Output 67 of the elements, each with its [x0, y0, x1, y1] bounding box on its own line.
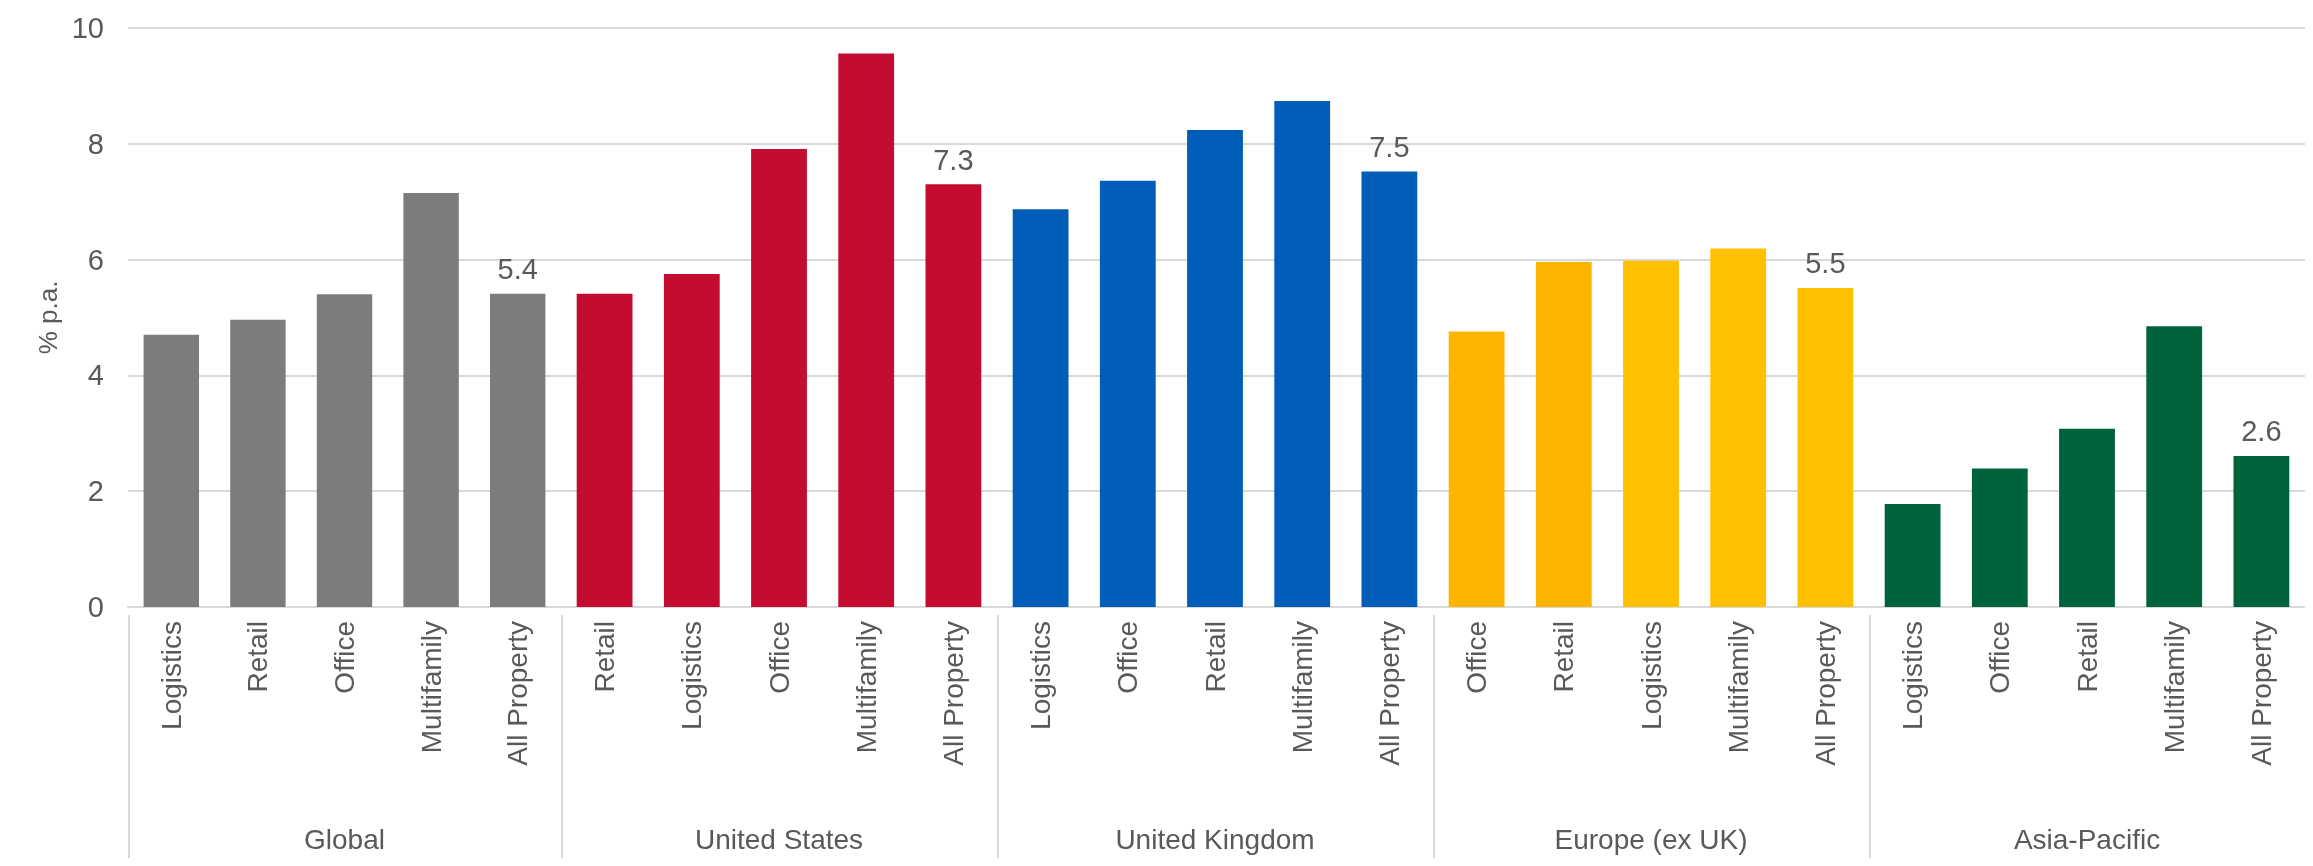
x-axis-title: United States: [694, 823, 864, 855]
y-axis-title: % p.a.: [32, 280, 63, 355]
y-tick-label: 10: [71, 12, 104, 44]
x-tick-label: Retail: [1548, 621, 1580, 693]
bar: [2146, 326, 2203, 607]
x-tick-label: Logistics: [676, 621, 708, 730]
x-tick-label: Office: [1461, 621, 1493, 694]
x-tick-label: Multifamily: [1722, 621, 1754, 754]
data-label: 7.3: [933, 143, 974, 176]
bar: [925, 184, 982, 607]
bar: [1971, 468, 2028, 607]
bar: [1099, 180, 1156, 607]
bar: [1274, 100, 1331, 607]
x-tick-label: All Property: [2245, 621, 2277, 766]
x-tick-label: Logistics: [1025, 621, 1057, 730]
x-tick-label: All Property: [1373, 621, 1405, 766]
x-axis-title: Europe (ex UK): [1554, 823, 1748, 855]
bar: [1535, 261, 1592, 607]
bar: [1012, 209, 1069, 607]
bar: [2233, 455, 2290, 607]
x-tick-label: Logistics: [1897, 621, 1929, 730]
bar: [2059, 428, 2115, 607]
y-tick-label: 2: [87, 475, 104, 508]
bar: [230, 319, 286, 607]
x-tick-label: All Property: [937, 621, 969, 766]
x-tick-label: Logistics: [1635, 621, 1667, 730]
x-tick-label: Office: [763, 621, 795, 694]
y-tick-label: 6: [87, 243, 104, 276]
x-axis-title: Global: [304, 823, 385, 855]
x-tick-label: Multifamily: [850, 621, 882, 754]
bar: [576, 293, 633, 607]
bar: [751, 149, 807, 607]
bar: [489, 293, 546, 607]
x-tick-label: Office: [1112, 621, 1144, 694]
x-axis-title: United Kingdom: [1115, 823, 1315, 855]
bar: [1623, 260, 1679, 607]
x-tick-label: Retail: [1199, 621, 1231, 693]
x-tick-label: All Property: [502, 621, 534, 766]
x-tick-label: Office: [329, 621, 360, 694]
bar: [838, 53, 895, 607]
bar: [1361, 171, 1418, 607]
bar: [1710, 248, 1767, 607]
x-tick-label: Multifamily: [2158, 621, 2190, 754]
x-tick-label: Retail: [242, 621, 274, 693]
y-tick-label: 8: [87, 127, 104, 160]
x-tick-label: Office: [1984, 621, 2016, 694]
bar: [663, 274, 720, 607]
x-tick-label: Multifamily: [1286, 621, 1318, 754]
x-tick-label: Multifamily: [415, 621, 447, 754]
bar: [1448, 331, 1505, 607]
bar: [316, 294, 373, 607]
x-tick-label: Logistics: [155, 621, 187, 730]
bar: [403, 193, 459, 607]
data-label: 5.4: [497, 253, 538, 286]
y-tick-label: 4: [87, 359, 104, 392]
bar: [1884, 503, 1941, 607]
bar: [143, 334, 200, 607]
data-label: 7.5: [1369, 131, 1410, 164]
y-tick-label: 0: [87, 591, 104, 623]
data-label: 5.5: [1805, 247, 1846, 280]
bar: [1187, 129, 1243, 607]
x-axis-title: Asia-Pacific: [2013, 823, 2161, 855]
bar: [1797, 287, 1854, 607]
x-tick-label: All Property: [1809, 621, 1841, 766]
x-tick-label: Retail: [589, 621, 621, 693]
x-tick-label: Retail: [2071, 621, 2103, 693]
data-label: 2.6: [2241, 415, 2282, 448]
